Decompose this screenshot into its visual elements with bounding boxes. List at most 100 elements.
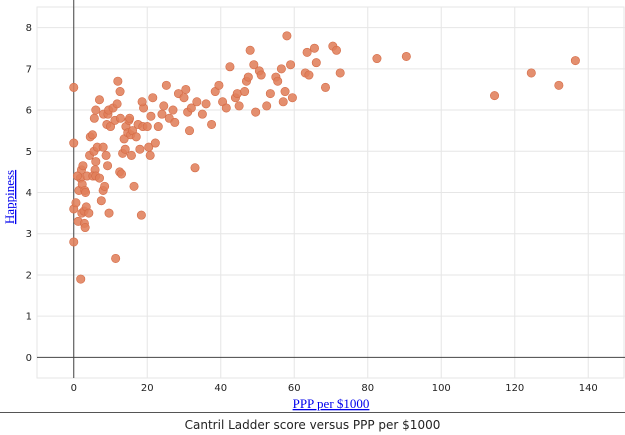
x-axis-title[interactable]: PPP per $1000 <box>293 396 370 411</box>
data-point[interactable] <box>226 63 234 71</box>
data-point[interactable] <box>90 114 98 122</box>
data-point[interactable] <box>125 114 133 122</box>
data-point[interactable] <box>555 81 563 89</box>
y-tick-label: 8 <box>26 23 32 34</box>
data-point[interactable] <box>222 104 230 112</box>
caption-divider <box>0 412 625 413</box>
data-point[interactable] <box>105 209 113 217</box>
data-point[interactable] <box>130 182 138 190</box>
data-point[interactable] <box>154 122 162 130</box>
data-point[interactable] <box>72 199 80 207</box>
data-point[interactable] <box>490 91 498 99</box>
data-point[interactable] <box>321 83 329 91</box>
data-point[interactable] <box>191 164 199 172</box>
data-point[interactable] <box>305 71 313 79</box>
data-point[interactable] <box>246 46 254 54</box>
data-point[interactable] <box>143 122 151 130</box>
data-point[interactable] <box>312 58 320 66</box>
data-point[interactable] <box>279 98 287 106</box>
data-point[interactable] <box>251 108 259 116</box>
data-point[interactable] <box>332 46 340 54</box>
x-tick-label: 80 <box>361 383 374 394</box>
data-point[interactable] <box>116 87 124 95</box>
y-tick-label: 3 <box>26 229 32 240</box>
data-point[interactable] <box>158 110 166 118</box>
y-tick-label: 6 <box>26 106 32 117</box>
data-point[interactable] <box>95 174 103 182</box>
x-tick-label: 140 <box>579 383 598 394</box>
data-point[interactable] <box>235 102 243 110</box>
data-point[interactable] <box>114 77 122 85</box>
data-point[interactable] <box>171 118 179 126</box>
data-point[interactable] <box>180 93 188 101</box>
data-point[interactable] <box>244 73 252 81</box>
data-point[interactable] <box>99 143 107 151</box>
data-point[interactable] <box>121 145 129 153</box>
data-point[interactable] <box>117 170 125 178</box>
data-point[interactable] <box>70 139 78 147</box>
data-point[interactable] <box>288 93 296 101</box>
data-point[interactable] <box>215 81 223 89</box>
y-axis-title[interactable]: Happiness <box>2 170 17 224</box>
data-point[interactable] <box>281 87 289 95</box>
data-point[interactable] <box>100 182 108 190</box>
data-point[interactable] <box>92 157 100 165</box>
data-point[interactable] <box>88 131 96 139</box>
x-tick-label: 0 <box>71 383 77 394</box>
data-point[interactable] <box>77 275 85 283</box>
data-point[interactable] <box>73 172 81 180</box>
data-point[interactable] <box>103 162 111 170</box>
data-point[interactable] <box>81 223 89 231</box>
data-point[interactable] <box>283 32 291 40</box>
data-point[interactable] <box>266 89 274 97</box>
data-point[interactable] <box>79 162 87 170</box>
data-point[interactable] <box>277 65 285 73</box>
data-point[interactable] <box>310 44 318 52</box>
data-point[interactable] <box>286 61 294 69</box>
data-point[interactable] <box>113 100 121 108</box>
data-point[interactable] <box>336 69 344 77</box>
data-point[interactable] <box>138 98 146 106</box>
data-point[interactable] <box>198 110 206 118</box>
data-point[interactable] <box>132 133 140 141</box>
data-point[interactable] <box>116 114 124 122</box>
data-point[interactable] <box>147 112 155 120</box>
data-point[interactable] <box>111 254 119 262</box>
data-point[interactable] <box>162 81 170 89</box>
data-point[interactable] <box>373 54 381 62</box>
data-point[interactable] <box>146 151 154 159</box>
data-point[interactable] <box>151 139 159 147</box>
data-point[interactable] <box>137 211 145 219</box>
x-tick-label: 100 <box>432 383 451 394</box>
data-point[interactable] <box>571 56 579 64</box>
data-point[interactable] <box>149 93 157 101</box>
data-point[interactable] <box>160 102 168 110</box>
data-point[interactable] <box>97 197 105 205</box>
data-point[interactable] <box>193 98 201 106</box>
data-point[interactable] <box>262 102 270 110</box>
data-point[interactable] <box>95 96 103 104</box>
x-tick-label: 40 <box>214 383 227 394</box>
data-point[interactable] <box>92 106 100 114</box>
data-point[interactable] <box>207 120 215 128</box>
data-point[interactable] <box>102 151 110 159</box>
data-point[interactable] <box>85 209 93 217</box>
data-point[interactable] <box>240 87 248 95</box>
data-point[interactable] <box>70 238 78 246</box>
data-point[interactable] <box>202 100 210 108</box>
data-point[interactable] <box>303 48 311 56</box>
data-point[interactable] <box>169 106 177 114</box>
data-point[interactable] <box>527 69 535 77</box>
data-point[interactable] <box>185 126 193 134</box>
data-point[interactable] <box>136 145 144 153</box>
chart-caption: Cantril Ladder score versus PPP per $100… <box>0 418 625 432</box>
data-point[interactable] <box>127 151 135 159</box>
data-point[interactable] <box>81 188 89 196</box>
data-point[interactable] <box>257 71 265 79</box>
y-tick-label: 2 <box>26 270 32 281</box>
data-point[interactable] <box>182 85 190 93</box>
data-point[interactable] <box>274 77 282 85</box>
data-point[interactable] <box>70 83 78 91</box>
data-point[interactable] <box>402 52 410 60</box>
